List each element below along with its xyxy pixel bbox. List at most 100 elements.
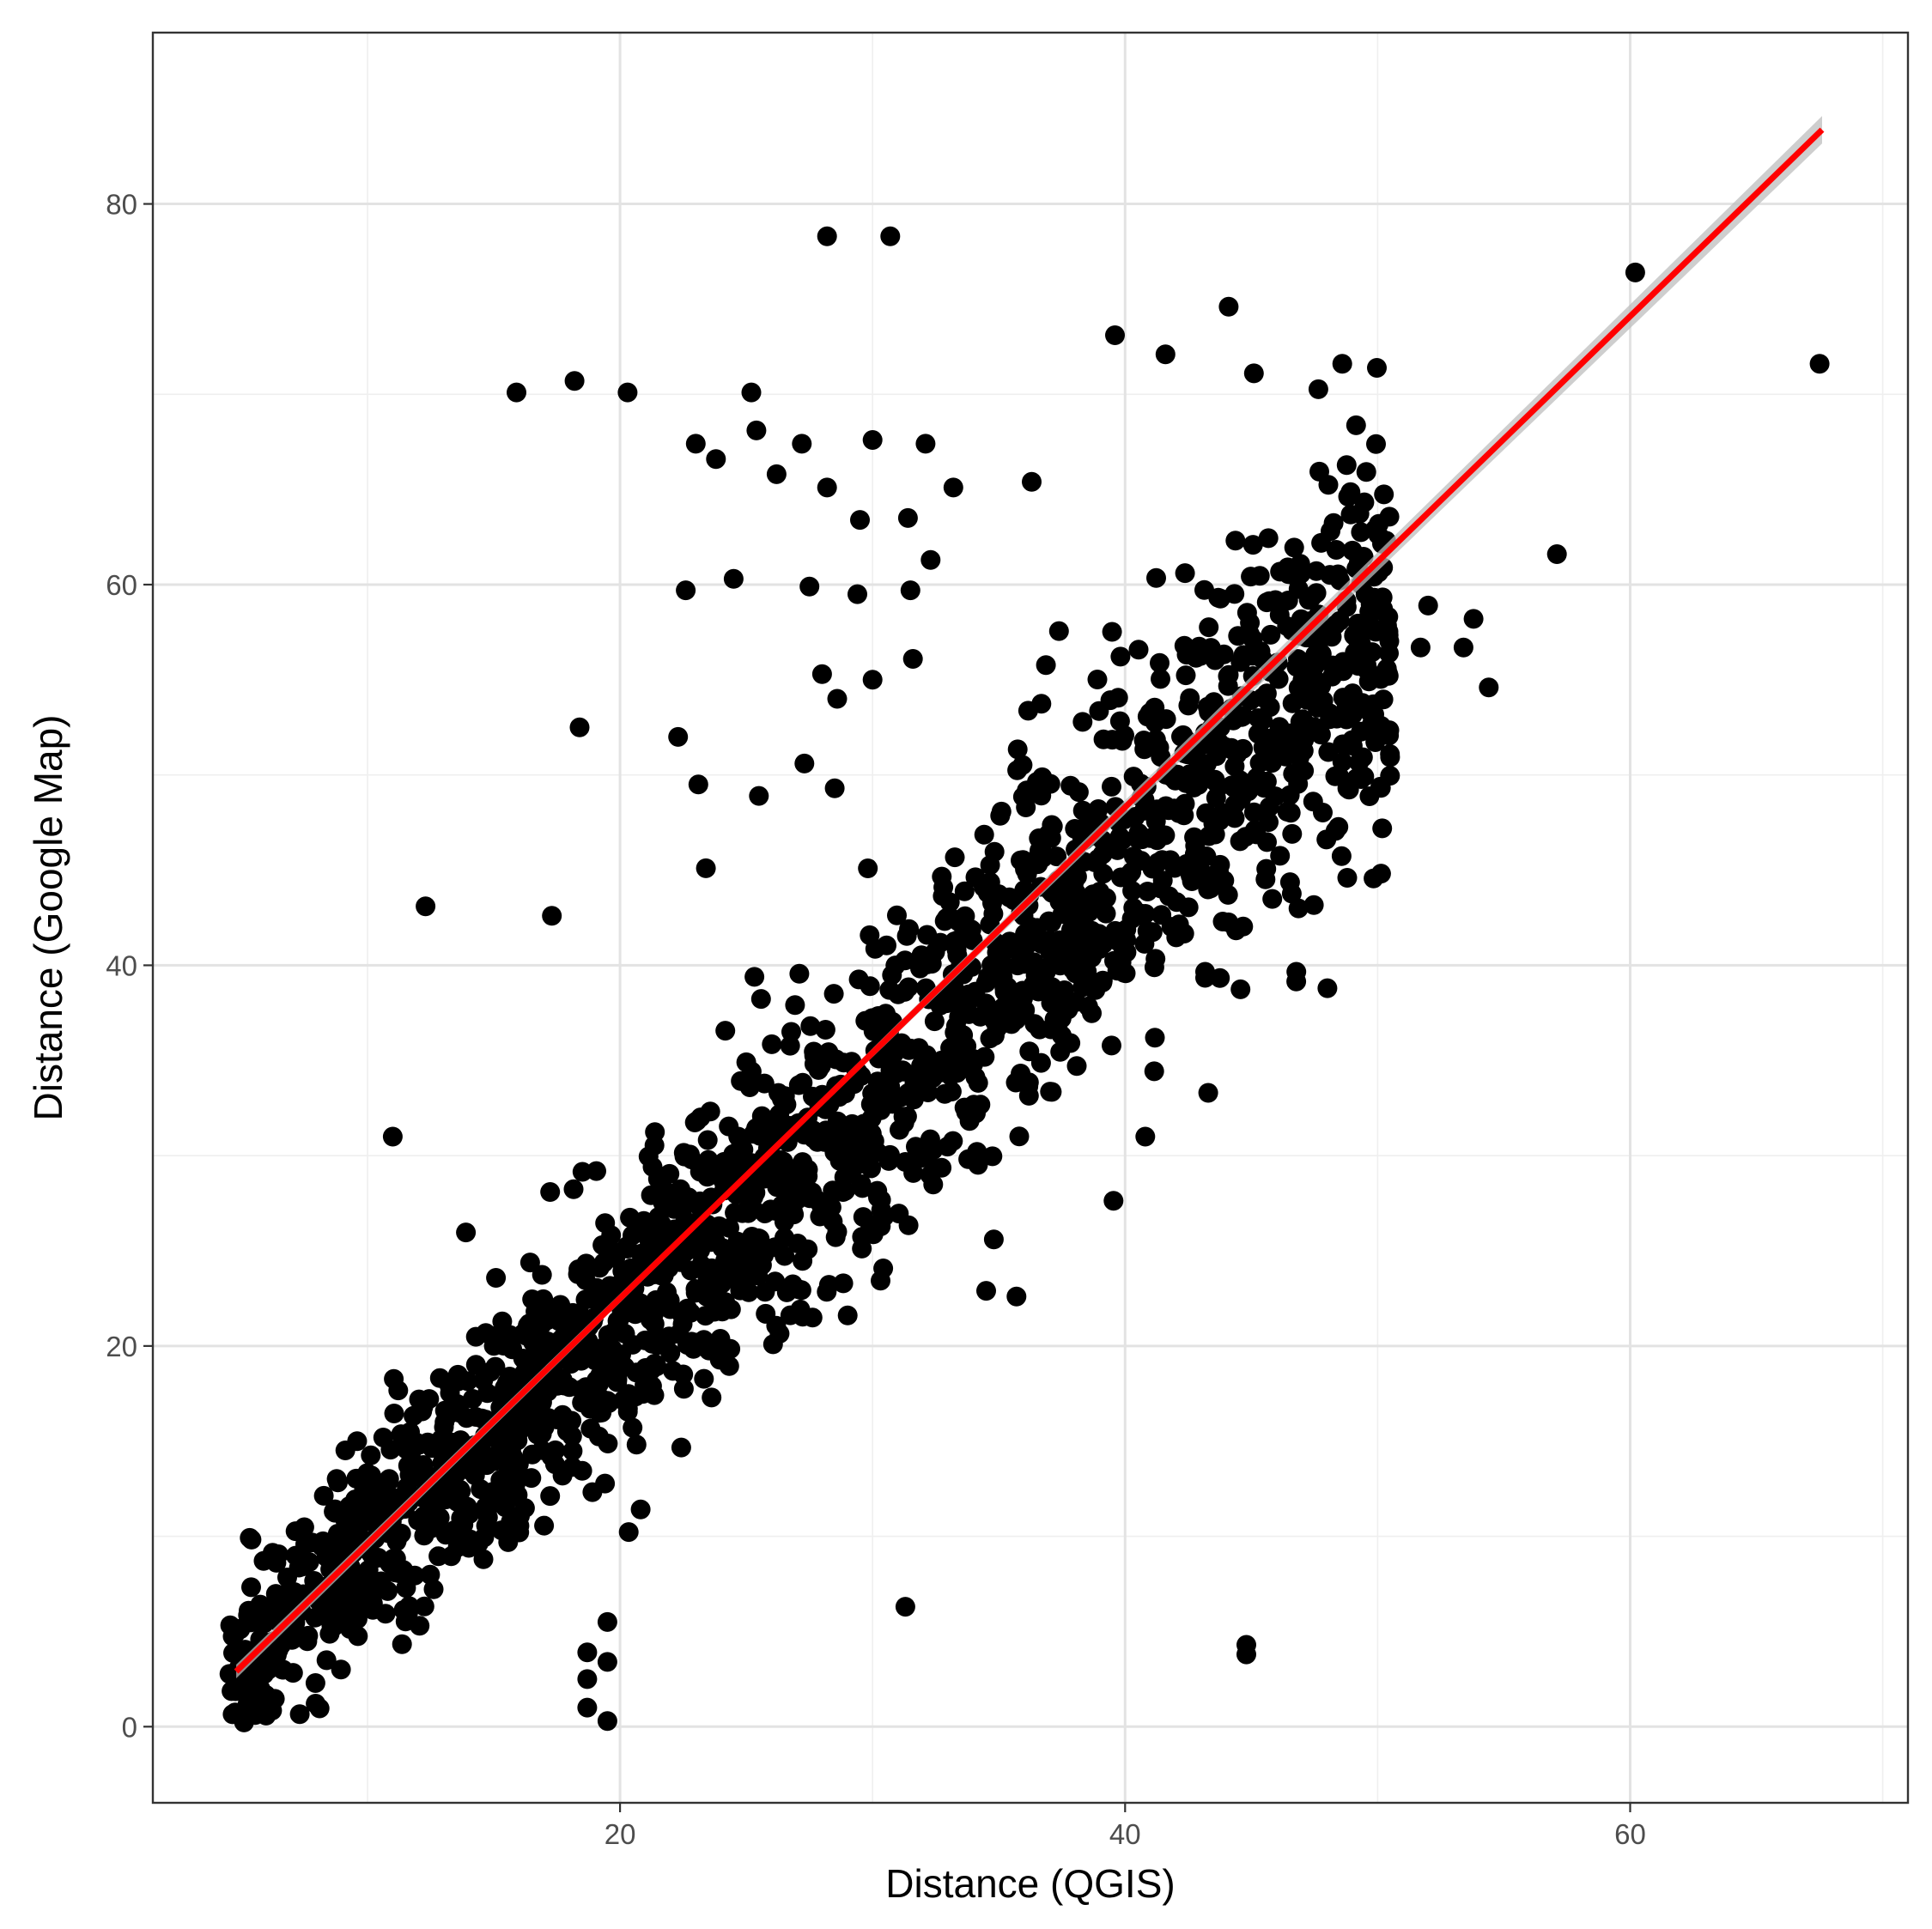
scatter-point xyxy=(1302,587,1322,608)
scatter-point xyxy=(1242,535,1263,555)
scatter-point xyxy=(1208,587,1229,608)
scatter-point xyxy=(326,1469,347,1489)
scatter-point xyxy=(1317,978,1338,998)
scatter-point xyxy=(1206,787,1226,808)
minor-gridlines xyxy=(153,33,1908,1803)
scatter-point xyxy=(1809,354,1830,374)
scatter-point xyxy=(642,1333,662,1354)
scatter-point xyxy=(316,1650,337,1671)
scatter-point xyxy=(409,1435,429,1455)
scatter-point xyxy=(320,1532,341,1553)
scatter-point xyxy=(988,884,1009,905)
scatter-point xyxy=(1332,354,1352,374)
scatter-point xyxy=(1359,786,1380,806)
scatter-point xyxy=(357,1463,378,1483)
scatter-point xyxy=(623,1417,643,1438)
scatter-point xyxy=(445,1520,465,1540)
scatter-point xyxy=(765,1237,786,1258)
scatter-point xyxy=(1364,868,1384,889)
scatter-point xyxy=(1199,617,1219,638)
scatter-point xyxy=(1265,590,1285,610)
scatter-point xyxy=(597,1711,617,1732)
scatter-point xyxy=(924,1011,945,1032)
scatter-point xyxy=(1204,864,1224,885)
scatter-point xyxy=(550,1295,571,1315)
scatter-point xyxy=(395,1611,416,1632)
scatter-point xyxy=(956,1101,976,1122)
scatter-point xyxy=(1205,650,1225,670)
scatter-point xyxy=(1255,869,1276,889)
scatter-point xyxy=(690,1197,710,1217)
scatter-point xyxy=(751,1112,772,1132)
scatter-point xyxy=(1410,637,1431,658)
axis-tick-labels: 20 40 60 0 20 40 60 80 xyxy=(106,189,1646,1850)
scatter-point xyxy=(1546,544,1567,564)
scatter-point xyxy=(920,549,941,570)
scatter-point xyxy=(677,1335,697,1356)
scatter-point xyxy=(1342,540,1363,561)
scatter-point xyxy=(490,1385,511,1405)
scatter-point xyxy=(1103,1191,1124,1211)
scatter-point xyxy=(871,1271,890,1291)
scatter-point xyxy=(823,984,844,1004)
scatter-point xyxy=(1287,737,1307,757)
scatter-point xyxy=(941,985,962,1005)
scatter-point xyxy=(1048,621,1069,641)
scatter-point xyxy=(358,1560,379,1580)
scatter-point xyxy=(352,1507,373,1527)
scatter-point xyxy=(1135,1126,1156,1147)
scatter-point xyxy=(388,1380,409,1401)
scatter-point xyxy=(659,1290,680,1311)
scatter-point xyxy=(1112,731,1133,751)
scatter-point xyxy=(837,1305,858,1325)
scatter-point xyxy=(793,1072,813,1093)
scatter-point xyxy=(1102,622,1122,642)
scatter-point xyxy=(1065,928,1085,949)
scatter-point xyxy=(309,1698,330,1719)
scatter-point xyxy=(540,1486,561,1507)
axis-ticks xyxy=(143,203,1631,1812)
scatter-point xyxy=(521,1468,542,1489)
scatter-point xyxy=(597,1652,617,1672)
scatter-point xyxy=(486,1268,507,1288)
scatter-point xyxy=(1225,531,1246,551)
scatter-point xyxy=(626,1362,647,1383)
scatter-point xyxy=(491,1520,512,1541)
scatter-point xyxy=(1036,655,1056,676)
scatter-point xyxy=(1346,415,1366,435)
scatter-point xyxy=(984,1010,1005,1031)
scatter-point xyxy=(890,1087,911,1107)
scatter-point xyxy=(1337,868,1358,888)
scatter-point xyxy=(660,1343,681,1363)
scatter-point xyxy=(423,1579,444,1599)
scatter-point xyxy=(1336,455,1357,476)
scatter-point xyxy=(518,1315,538,1336)
scatter-point xyxy=(447,1371,468,1392)
scatter-point xyxy=(792,434,812,454)
scatter-point xyxy=(562,1426,582,1447)
scatter-point xyxy=(1102,776,1121,797)
scatter-point xyxy=(1243,363,1264,384)
scatter-point xyxy=(540,1182,561,1202)
scatter-point xyxy=(762,1034,782,1054)
scatter-point xyxy=(986,956,1006,977)
scatter-point xyxy=(1356,462,1376,482)
scatter-point xyxy=(245,1670,265,1690)
scatter-point xyxy=(767,1154,787,1174)
scatter-point xyxy=(697,1130,718,1150)
scatter-point xyxy=(1150,652,1170,673)
scatter-point xyxy=(1364,704,1384,725)
scatter-point xyxy=(1277,616,1297,636)
scatter-point xyxy=(630,1499,651,1520)
scatter-point xyxy=(1282,693,1303,713)
scatter-point xyxy=(1182,871,1202,891)
scatter-point xyxy=(222,1681,242,1702)
scatter-point xyxy=(690,1107,711,1128)
scatter-point xyxy=(480,1495,501,1515)
scatter-point xyxy=(1195,968,1215,988)
scatter-point xyxy=(1313,803,1333,822)
scatter-point xyxy=(1047,882,1067,902)
scatter-point xyxy=(1262,889,1283,909)
scatter-point xyxy=(1110,646,1131,667)
scatter-point xyxy=(895,950,915,971)
